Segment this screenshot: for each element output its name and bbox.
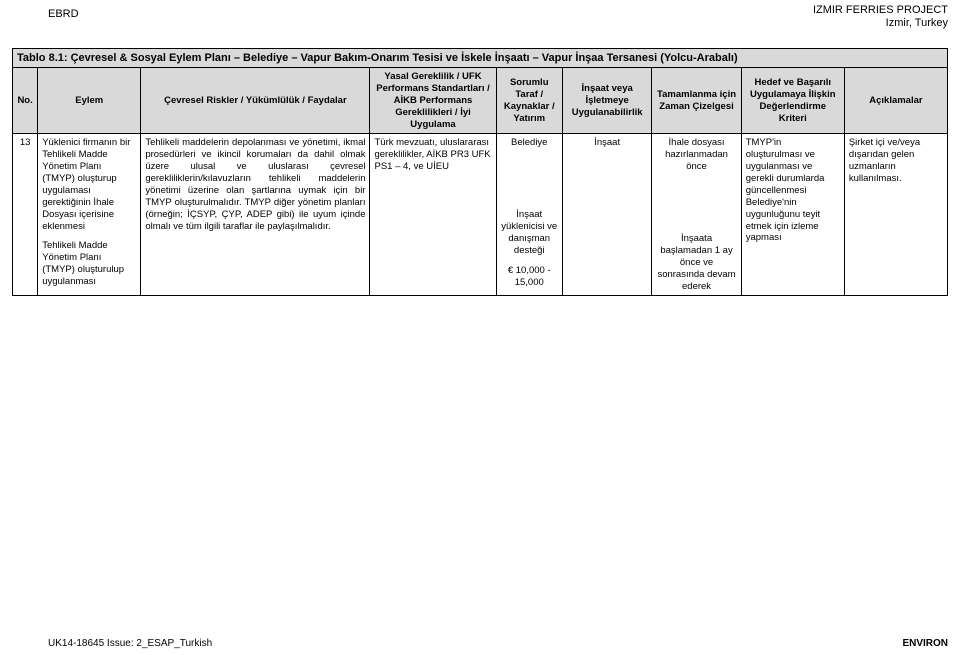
col-responsible: Sorumlu Taraf / Kaynaklar / Yatırım	[496, 68, 562, 134]
col-legal: Yasal Gereklilik / UFK Performans Standa…	[370, 68, 496, 134]
action-part2: Tehlikeli Madde Yönetim Planı (TMYP) olu…	[42, 240, 136, 288]
responsible-3: € 10,000 - 15,000	[501, 265, 558, 289]
cell-responsible: Belediye İnşaat yüklenicisi ve danışman …	[496, 134, 562, 296]
project-title: IZMIR FERRIES PROJECT	[813, 4, 948, 17]
responsible-2: İnşaat yüklenicisi ve danışman desteği	[501, 209, 558, 257]
col-comments: Açıklamalar	[844, 68, 947, 134]
table-container: Tablo 8.1: Çevresel & Sosyal Eylem Planı…	[12, 48, 948, 296]
cell-legal: Türk mevzuatı, uluslararası gereklilikle…	[370, 134, 496, 296]
footer-left: UK14-18645 Issue: 2_ESAP_Turkish	[48, 638, 212, 649]
col-schedule: Tamamlanma için Zaman Çizelgesi	[652, 68, 741, 134]
table-caption: Tablo 8.1: Çevresel & Sosyal Eylem Planı…	[12, 48, 948, 67]
col-action: Eylem	[38, 68, 141, 134]
cell-risks: Tehlikeli maddelerin depolanması ve yöne…	[141, 134, 370, 296]
footer-right: ENVIRON	[902, 638, 948, 649]
cell-no: 13	[13, 134, 38, 296]
cell-comments: Şirket içi ve/veya dışarıdan gelen uzman…	[844, 134, 947, 296]
table-row: 13 Yüklenici firmanın bir Tehlikeli Madd…	[13, 134, 948, 296]
project-location: Izmir, Turkey	[813, 17, 948, 30]
col-applicability: İnşaat veya İşletmeye Uygulanabilirlik	[562, 68, 651, 134]
esap-table: No. Eylem Çevresel Riskler / Yükümlülük …	[12, 67, 948, 296]
cell-action: Yüklenici firmanın bir Tehlikeli Madde Y…	[38, 134, 141, 296]
header-right: IZMIR FERRIES PROJECT Izmir, Turkey	[813, 4, 948, 30]
cell-applicability: İnşaat	[562, 134, 651, 296]
header-left: EBRD	[48, 8, 79, 20]
responsible-1: Belediye	[501, 137, 558, 149]
cell-schedule: İhale dosyası hazırlanmadan önce İnşaata…	[652, 134, 741, 296]
action-part1: Yüklenici firmanın bir Tehlikeli Madde Y…	[42, 137, 136, 232]
col-risks: Çevresel Riskler / Yükümlülük / Faydalar	[141, 68, 370, 134]
col-kpi: Hedef ve Başarılı Uygulamaya İlişkin Değ…	[741, 68, 844, 134]
header-row: No. Eylem Çevresel Riskler / Yükümlülük …	[13, 68, 948, 134]
cell-kpi: TMYP'in oluşturulması ve uygulanması ve …	[741, 134, 844, 296]
col-no: No.	[13, 68, 38, 134]
schedule-1: İhale dosyası hazırlanmadan önce	[656, 137, 736, 173]
schedule-2: İnşaata başlamadan 1 ay önce ve sonrasın…	[656, 233, 736, 292]
